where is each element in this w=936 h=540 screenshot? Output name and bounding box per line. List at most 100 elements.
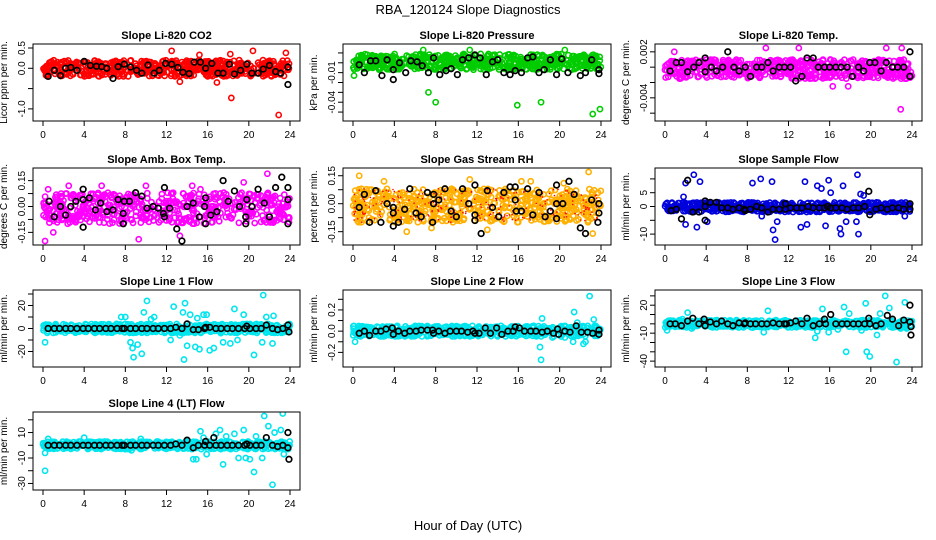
mean-point bbox=[746, 72, 755, 81]
data-point-accent bbox=[585, 201, 587, 203]
mean-point bbox=[792, 77, 800, 85]
data-point-accent bbox=[362, 212, 364, 215]
mean-point bbox=[254, 185, 262, 193]
data-point-accent bbox=[440, 193, 442, 195]
mean-point bbox=[219, 69, 227, 77]
mean-point bbox=[769, 67, 777, 75]
x-tick-label: 16 bbox=[202, 130, 214, 141]
data-point-accent bbox=[413, 202, 415, 204]
data-point-accent bbox=[478, 214, 480, 217]
y-tick-label: -1.0 bbox=[17, 100, 28, 118]
mean-point bbox=[195, 213, 204, 221]
data-point bbox=[41, 64, 49, 71]
outlier-point bbox=[138, 350, 146, 358]
data-point bbox=[132, 60, 139, 68]
data-point-accent bbox=[353, 206, 356, 209]
data-point-accent bbox=[499, 206, 502, 208]
data-point bbox=[683, 72, 691, 80]
data-point bbox=[173, 198, 181, 206]
outlier-point bbox=[749, 179, 756, 187]
data-point bbox=[259, 212, 266, 220]
mean-point bbox=[248, 202, 256, 211]
outlier-point bbox=[589, 110, 597, 118]
data-point bbox=[506, 55, 514, 62]
mean-point bbox=[570, 190, 578, 199]
mean-point bbox=[436, 70, 444, 79]
data-point bbox=[262, 329, 270, 336]
data-point-accent bbox=[450, 221, 452, 223]
mean-point bbox=[355, 61, 363, 69]
mean-point bbox=[677, 215, 686, 223]
x-tick-label: 24 bbox=[906, 130, 918, 141]
outlier-point bbox=[561, 46, 569, 54]
data-point-accent bbox=[454, 189, 457, 191]
outlier-point bbox=[773, 218, 781, 226]
mean-point bbox=[495, 213, 503, 221]
outlier-point bbox=[696, 178, 704, 186]
data-point bbox=[251, 219, 259, 227]
mean-point bbox=[80, 57, 88, 66]
y-axis-label: ml/min per min. bbox=[621, 172, 632, 240]
data-point-accent bbox=[421, 193, 424, 195]
data-point bbox=[84, 71, 92, 79]
data-point bbox=[161, 327, 168, 335]
data-point bbox=[386, 215, 394, 223]
mean-point bbox=[672, 205, 680, 213]
mean-point bbox=[44, 72, 52, 81]
data-point bbox=[220, 73, 228, 80]
outlier-point bbox=[226, 340, 234, 347]
data-point bbox=[761, 71, 769, 78]
data-point bbox=[186, 326, 194, 333]
x-tick-label: 24 bbox=[595, 254, 607, 265]
data-point bbox=[832, 73, 840, 80]
mean-point bbox=[254, 69, 262, 77]
data-point-accent bbox=[539, 195, 541, 198]
mean-point bbox=[185, 69, 193, 78]
data-point-accent bbox=[508, 214, 511, 216]
data-point bbox=[416, 52, 423, 60]
mean-point bbox=[133, 66, 141, 74]
data-point-accent bbox=[511, 218, 514, 221]
points-layer bbox=[349, 46, 605, 118]
outlier-point bbox=[527, 177, 535, 185]
mean-point bbox=[683, 68, 692, 76]
data-point bbox=[242, 195, 250, 202]
x-tick-label: 16 bbox=[513, 130, 525, 141]
data-point bbox=[220, 189, 228, 197]
mean-point bbox=[372, 57, 380, 65]
data-point-accent bbox=[418, 219, 421, 222]
mean-point bbox=[277, 69, 285, 77]
outlier-point bbox=[827, 189, 835, 197]
mean-point bbox=[423, 188, 432, 197]
mean-point bbox=[103, 208, 111, 216]
data-point-accent bbox=[502, 198, 505, 200]
data-point bbox=[41, 193, 49, 200]
data-point-accent bbox=[523, 217, 526, 219]
data-point-accent bbox=[501, 219, 504, 221]
data-point bbox=[401, 332, 409, 340]
data-point-accent bbox=[487, 206, 489, 209]
data-point bbox=[396, 197, 403, 205]
outlier-point bbox=[129, 344, 136, 352]
data-point-accent bbox=[437, 205, 440, 208]
data-point-accent bbox=[577, 214, 579, 216]
data-point-accent bbox=[563, 216, 565, 218]
data-point bbox=[555, 207, 563, 215]
outlier-point bbox=[240, 311, 248, 319]
data-point-accent bbox=[571, 200, 574, 202]
outlier-point bbox=[682, 221, 689, 228]
mean-point bbox=[109, 74, 117, 83]
panel-title: Slope Line 2 Flow bbox=[431, 276, 524, 288]
mean-point bbox=[701, 202, 709, 211]
mean-point bbox=[279, 324, 287, 333]
mean-point bbox=[219, 176, 227, 185]
x-tick-label: 4 bbox=[703, 130, 709, 141]
points-layer bbox=[40, 47, 293, 119]
mean-point bbox=[576, 224, 584, 232]
outlier-point bbox=[41, 338, 49, 346]
data-point bbox=[452, 198, 460, 206]
data-point bbox=[158, 190, 166, 198]
data-point-accent bbox=[470, 190, 473, 193]
data-point bbox=[61, 329, 69, 337]
